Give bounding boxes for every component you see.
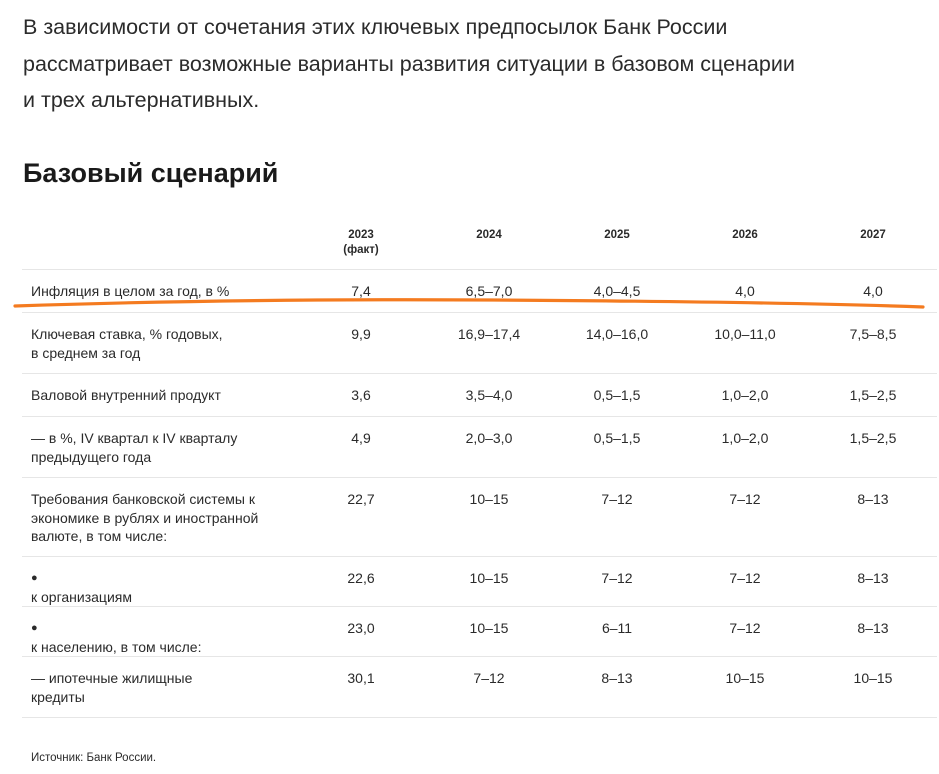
table-row-inflation: Инфляция в целом за год, в % 7,4 6,5–7,0… (22, 269, 937, 313)
row-label: Ключевая ставка, % годовых, в среднем за… (22, 312, 297, 374)
header-note: (факт) (343, 244, 379, 256)
table-cell: 7–12 (681, 556, 809, 607)
intro-line: рассматривает возможные варианты развити… (23, 51, 795, 76)
table-cell: 8–13 (809, 477, 937, 557)
table-cell: 14,0–16,0 (553, 312, 681, 374)
table-cell: 7–12 (553, 556, 681, 607)
table-cell: 23,0 (297, 606, 425, 657)
intro-paragraph: В зависимости от сочетания этих ключевых… (23, 9, 923, 119)
row-label-text: к организациям (31, 588, 132, 605)
table-cell: 1,0–2,0 (681, 416, 809, 478)
table-row-bank-claims: Требования банковской системы к экономик… (22, 477, 937, 557)
header-year-2023: 2023 (факт) (297, 213, 425, 270)
table-cell: 6–11 (553, 606, 681, 657)
row-label: ● к организациям (22, 556, 297, 607)
row-label-line: валюте, в том числе: (31, 528, 168, 544)
row-label-text: к населению, в том числе: (31, 638, 202, 655)
row-label: — ипотечные жилищные кредиты (22, 656, 297, 718)
header-year: 2023 (348, 229, 374, 241)
row-label-line: — ипотечные жилищные (31, 670, 193, 686)
table-cell: 8–13 (809, 556, 937, 607)
header-year-2025: 2025 (553, 213, 681, 270)
table-cell: 7–12 (681, 606, 809, 657)
table-cell: 2,0–3,0 (425, 416, 553, 478)
table-cell: 4,0 (809, 269, 937, 313)
bullet-icon: ● (31, 622, 38, 634)
table-cell: 22,7 (297, 477, 425, 557)
bullet-icon: ● (31, 572, 38, 584)
table-cell: 30,1 (297, 656, 425, 718)
table-row-households: ● к населению, в том числе: 23,0 10–15 6–… (22, 606, 937, 657)
table-header-row: 2023 (факт) 2024 2025 2026 2027 (22, 213, 937, 270)
table-row-mortgage: — ипотечные жилищные кредиты 30,1 7–12 8… (22, 656, 937, 718)
row-label-line: Инфляция в целом за год, в % (31, 283, 230, 299)
table-cell: 9,9 (297, 312, 425, 374)
header-year: 2024 (476, 229, 502, 241)
row-label-line: в среднем за год (31, 344, 141, 361)
table-row-gdp: Валовой внутренний продукт 3,6 3,5–4,0 0… (22, 373, 937, 417)
table-cell: 10–15 (809, 656, 937, 718)
table-cell: 0,5–1,5 (553, 416, 681, 478)
table-cell: 10–15 (681, 656, 809, 718)
table-cell: 10–15 (425, 606, 553, 657)
header-year: 2027 (860, 229, 886, 241)
table-row-key-rate: Ключевая ставка, % годовых, в среднем за… (22, 312, 937, 374)
header-year: 2026 (732, 229, 758, 241)
row-label: Инфляция в целом за год, в % (22, 269, 297, 313)
table-cell: 4,0–4,5 (553, 269, 681, 313)
table-cell: 10–15 (425, 556, 553, 607)
table-cell: 3,5–4,0 (425, 373, 553, 417)
row-label-line: Требования банковской системы к (31, 491, 255, 507)
row-label-line: ● к населению, в том числе: (31, 619, 297, 656)
forecast-table: 2023 (факт) 2024 2025 2026 2027 Инфляция… (22, 213, 937, 718)
row-label: — в %, IV квартал к IV кварталу предыдущ… (22, 416, 297, 478)
table-cell: 7–12 (425, 656, 553, 718)
row-label-line: — в %, IV квартал к IV кварталу (31, 430, 238, 446)
row-label: Валовой внутренний продукт (22, 373, 297, 417)
table-cell: 16,9–17,4 (425, 312, 553, 374)
table-cell: 3,6 (297, 373, 425, 417)
source-note: Источник: Банк России. (31, 752, 157, 764)
header-year: 2025 (604, 229, 630, 241)
table-cell: 7–12 (681, 477, 809, 557)
table-cell: 7,5–8,5 (809, 312, 937, 374)
header-label-cell (22, 213, 297, 270)
table-cell: 10,0–11,0 (681, 312, 809, 374)
row-label-line: ● к организациям (31, 569, 297, 606)
table-row-organizations: ● к организациям 22,6 10–15 7–12 7–12 8–1… (22, 556, 937, 607)
row-label-line: экономике в рублях и иностранной (31, 509, 259, 526)
section-title: Базовый сценарий (23, 158, 279, 188)
table-cell: 7,4 (297, 269, 425, 313)
row-label-line: предыдущего года (31, 448, 152, 465)
intro-line: и трех альтернативных. (23, 88, 260, 112)
table-cell: 4,0 (681, 269, 809, 313)
table-cell: 0,5–1,5 (553, 373, 681, 417)
table-cell: 6,5–7,0 (425, 269, 553, 313)
table-cell: 7–12 (553, 477, 681, 557)
row-label-line: Валовой внутренний продукт (31, 387, 221, 403)
table-cell: 4,9 (297, 416, 425, 478)
header-year-2026: 2026 (681, 213, 809, 270)
row-label-line: Ключевая ставка, % годовых, (31, 326, 223, 342)
table-cell: 8–13 (553, 656, 681, 718)
table-row-gdp-q4: — в %, IV квартал к IV кварталу предыдущ… (22, 416, 937, 478)
row-label-line: кредиты (31, 688, 85, 705)
header-year-2024: 2024 (425, 213, 553, 270)
header-year-2027: 2027 (809, 213, 937, 270)
table-cell: 8–13 (809, 606, 937, 657)
table-cell: 1,5–2,5 (809, 416, 937, 478)
table-cell: 10–15 (425, 477, 553, 557)
table-cell: 22,6 (297, 556, 425, 607)
row-label: Требования банковской системы к экономик… (22, 477, 297, 557)
intro-line: В зависимости от сочетания этих ключевых… (23, 15, 728, 39)
table-cell: 1,0–2,0 (681, 373, 809, 417)
row-label: ● к населению, в том числе: (22, 606, 297, 657)
table-cell: 1,5–2,5 (809, 373, 937, 417)
